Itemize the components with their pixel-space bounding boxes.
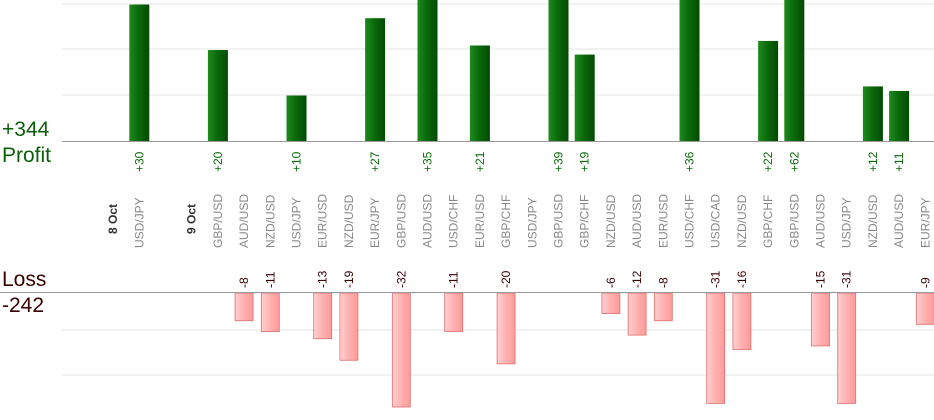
loss-bar xyxy=(496,292,516,365)
profit-bar xyxy=(679,0,700,141)
pair-label: AUD/USD xyxy=(237,194,251,248)
pair-label: USD/JPY xyxy=(840,197,854,248)
pair-label: USD/JPY xyxy=(132,197,146,248)
profit-bar xyxy=(574,54,595,142)
profit-bar xyxy=(417,0,438,141)
profit-value-label: +20 xyxy=(211,151,225,172)
profit-bar xyxy=(365,18,386,141)
pair-label: USD/CHF xyxy=(447,195,461,248)
profit-bar xyxy=(469,45,490,141)
loss-bar xyxy=(444,292,464,332)
profit-value-label: +36 xyxy=(683,151,697,172)
loss-bar xyxy=(653,292,673,322)
loss-value-label: -9 xyxy=(918,277,932,288)
loss-label: Loss xyxy=(2,268,47,291)
loss-value-label: -6 xyxy=(604,277,618,288)
pair-label: GBP/USD xyxy=(211,194,225,248)
pair-label: AUD/USD xyxy=(814,194,828,248)
loss-bar xyxy=(260,292,280,332)
profit-bar xyxy=(286,95,307,141)
profit-value-label: +27 xyxy=(368,151,382,172)
pair-label: EUR/USD xyxy=(316,194,330,248)
profit-bar xyxy=(207,50,228,141)
date-label: 9 Oct xyxy=(185,204,199,234)
pair-label: NZD/USD xyxy=(263,194,277,248)
profit-bar xyxy=(862,86,883,141)
pair-label: EUR/USD xyxy=(473,194,487,248)
profit-value-label: +35 xyxy=(421,151,435,172)
pair-label: NZD/USD xyxy=(342,194,356,248)
loss-bar xyxy=(915,292,934,325)
loss-bar xyxy=(601,292,621,314)
pair-label: NZD/USD xyxy=(604,194,618,248)
profit-value-label: +62 xyxy=(787,151,801,172)
pair-label: AUD/USD xyxy=(892,194,906,248)
pair-label: AUD/USD xyxy=(421,194,435,248)
category-labels: 8 Oct USD/JPY +30 9 Oct GBP/USD +20 AUD/USD -8 N… xyxy=(106,151,932,288)
pair-label: NZD/USD xyxy=(866,194,880,248)
profit-value-label: +39 xyxy=(552,151,566,172)
loss-bar xyxy=(627,292,647,336)
profit-value-label: +11 xyxy=(892,152,906,172)
profit-bar xyxy=(784,0,805,141)
pair-label: USD/CHF xyxy=(683,195,697,248)
profit-label: Profit xyxy=(2,144,52,167)
date-label: 8 Oct xyxy=(106,204,120,234)
profit-bars xyxy=(129,0,910,142)
loss-value-label: -31 xyxy=(709,270,723,288)
pair-label: EUR/JPY xyxy=(368,197,382,248)
loss-value-label: -32 xyxy=(394,270,408,288)
profit-bar xyxy=(889,90,910,141)
loss-value-label: -15 xyxy=(814,270,828,288)
profit-value-label: +30 xyxy=(132,151,146,172)
pair-label: USD/CAD xyxy=(709,194,723,248)
loss-value-label: -11 xyxy=(447,271,461,288)
pair-label: AUD/USD xyxy=(630,194,644,248)
pair-label: GBP/CHF xyxy=(578,195,592,248)
profit-value-label: +22 xyxy=(761,151,775,172)
loss-value-label: -11 xyxy=(263,271,277,288)
profit-value-label: +12 xyxy=(866,151,880,172)
loss-bar xyxy=(837,292,857,404)
pair-label: EUR/USD xyxy=(656,194,670,248)
loss-bar xyxy=(313,292,333,340)
loss-bar xyxy=(732,292,752,350)
loss-value-label: -20 xyxy=(499,270,513,288)
profit-total: +344 xyxy=(2,118,50,141)
pair-label: EUR/JPY xyxy=(918,197,932,248)
pair-label: GBP/USD xyxy=(552,194,566,248)
pair-label: USD/JPY xyxy=(525,197,539,248)
pair-label: GBP/CHF xyxy=(499,195,513,248)
pair-label: USD/JPY xyxy=(290,197,304,248)
axes xyxy=(0,141,934,293)
pair-label: GBP/USD xyxy=(787,194,801,248)
loss-value-label: -8 xyxy=(656,277,670,288)
profit-bar xyxy=(129,4,150,142)
loss-value-label: -12 xyxy=(630,270,644,288)
loss-value-label: -8 xyxy=(237,277,251,288)
loss-value-label: -16 xyxy=(735,270,749,288)
loss-value-label: -13 xyxy=(316,270,330,288)
loss-bar xyxy=(811,292,830,347)
pair-label: GBP/CHF xyxy=(761,195,775,248)
pair-label: GBP/USD xyxy=(394,194,408,248)
profit-value-label: +10 xyxy=(290,151,304,172)
loss-bar xyxy=(706,292,726,404)
loss-bar xyxy=(234,292,254,322)
profit-value-label: +21 xyxy=(473,151,487,172)
loss-bar xyxy=(391,292,411,408)
loss-bars xyxy=(234,292,934,408)
loss-total: -242 xyxy=(2,294,45,317)
loss-value-label: -31 xyxy=(840,270,854,288)
loss-bar xyxy=(339,292,359,361)
loss-value-label: -19 xyxy=(342,270,356,288)
profit-value-label: +19 xyxy=(578,151,592,172)
pair-label: NZD/USD xyxy=(735,194,749,248)
profit-bar xyxy=(758,40,779,141)
profit-bar xyxy=(548,0,569,141)
